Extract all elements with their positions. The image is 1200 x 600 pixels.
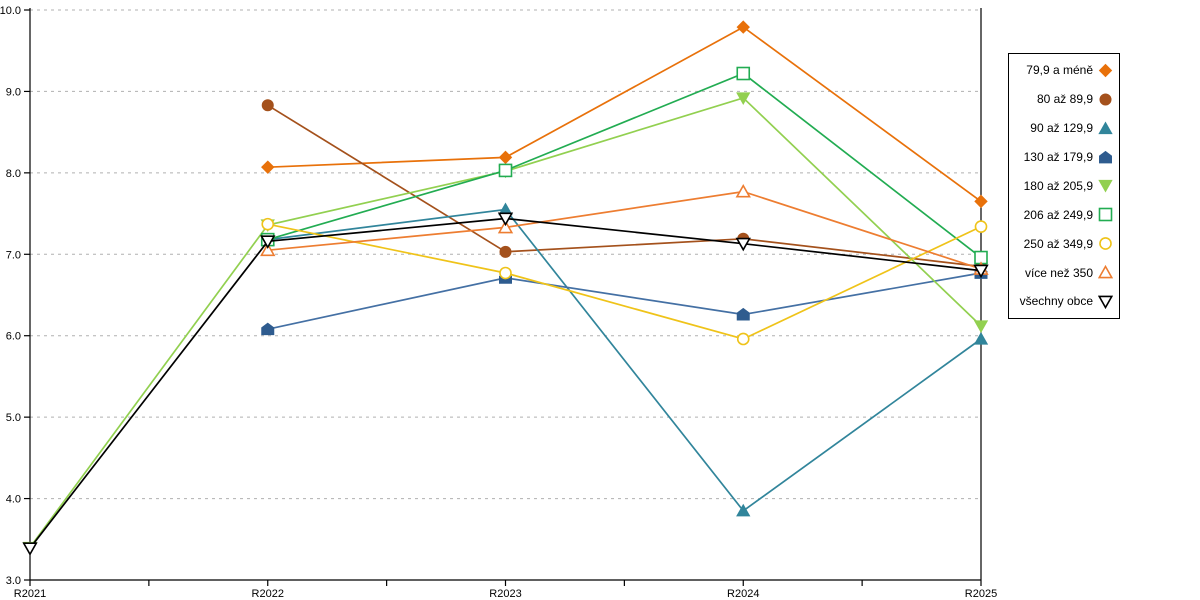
legend-label: 80 až 89,9 [1036, 92, 1093, 107]
series-line [267, 26, 982, 203]
square-marker [1098, 208, 1113, 222]
diamond-marker [261, 160, 275, 174]
y-axis-label: 6.0 [6, 331, 21, 343]
legend-item: více než 350 [1013, 260, 1113, 286]
square-marker [736, 66, 751, 81]
legend-label: 180 až 205,9 [1023, 178, 1093, 193]
x-axis-label: R2025 [965, 588, 997, 600]
legend-label: 206 až 249,9 [1023, 207, 1093, 222]
diamond-marker [974, 194, 988, 209]
series-8 [260, 183, 989, 275]
triangle-down-marker [736, 92, 751, 105]
circle-marker [974, 220, 988, 233]
legend: 79,9 a méně 80 až 89,9 90 až 129,9 130 až 1… [1008, 53, 1120, 319]
x-axis-label: R2021 [14, 588, 46, 600]
series-1 [261, 20, 988, 209]
y-axis-label: 10.0 [0, 5, 21, 17]
triangle-down-marker [497, 212, 514, 227]
series-line [267, 272, 982, 331]
legend-item: 180 až 205,9 [1013, 173, 1113, 199]
circle-marker [499, 245, 512, 258]
legend-item: 90 až 129,9 [1013, 115, 1113, 141]
circle-marker [261, 99, 274, 112]
series-4 [261, 266, 988, 336]
triangle-up-marker [260, 242, 276, 257]
diamond-marker [736, 20, 750, 34]
legend-label: všechny obce [1019, 294, 1093, 309]
legend-item: 206 až 249,9 [1013, 202, 1113, 228]
diamond-marker [498, 150, 513, 165]
pentagon-marker [261, 322, 275, 336]
circle-marker [1099, 93, 1112, 106]
y-axis-label: 9.0 [6, 86, 21, 98]
triangle-up-marker [735, 183, 751, 198]
series-line [267, 190, 982, 270]
y-axis-label: 5.0 [6, 412, 21, 424]
series-line [267, 208, 982, 512]
x-axis-label: R2024 [727, 588, 759, 600]
legend-item: 130 až 179,9 [1013, 144, 1113, 170]
legend-label: 90 až 129,9 [1030, 121, 1093, 136]
legend-marker [1099, 237, 1112, 251]
triangle-down-marker [1098, 295, 1113, 309]
triangle-down-marker [735, 237, 751, 252]
triangle-down-marker [973, 264, 989, 279]
y-axis-label: 7.0 [6, 249, 21, 261]
triangle-down-marker [1098, 180, 1113, 193]
legend-marker [1098, 295, 1113, 309]
series-6 [260, 66, 988, 265]
y-axis-label: 3.0 [6, 575, 21, 587]
series-3 [260, 202, 989, 517]
series-line [267, 104, 982, 268]
triangle-up-marker [973, 331, 989, 345]
y-axis-label: 8.0 [6, 168, 21, 180]
circle-marker [499, 266, 512, 280]
legend-marker [1099, 150, 1112, 163]
circle-marker [736, 332, 750, 346]
legend-marker [1098, 265, 1113, 279]
circle-marker [1099, 237, 1112, 251]
legend-marker [1099, 93, 1112, 106]
legend-item: 79,9 a méně [1013, 57, 1113, 83]
circle-marker [261, 217, 275, 231]
x-axis-label: R2023 [489, 588, 521, 600]
legend-label: více než 350 [1024, 265, 1093, 280]
legend-item: 80 až 89,9 [1013, 86, 1113, 112]
triangle-down-marker [973, 320, 989, 333]
x-axis-label: R2022 [252, 588, 284, 600]
series-line [267, 223, 982, 340]
legend-marker [1098, 63, 1113, 78]
y-axis-label: 4.0 [6, 494, 21, 506]
triangle-down-marker [22, 542, 38, 556]
pentagon-marker [736, 307, 750, 321]
triangle-up-marker [497, 219, 514, 234]
legend-label: 130 až 179,9 [1023, 150, 1093, 165]
diamond-marker [1098, 63, 1113, 78]
legend-marker [1098, 121, 1113, 134]
legend-item: 250 až 349,9 [1013, 231, 1113, 257]
triangle-down-marker [260, 235, 276, 249]
series-9 [22, 212, 989, 556]
legend-label: 250 až 349,9 [1023, 236, 1093, 251]
triangle-up-marker [1098, 121, 1113, 134]
legend-marker [1098, 208, 1113, 222]
triangle-up-marker [736, 503, 751, 517]
series-line [267, 72, 982, 259]
legend-label: 79,9 a méně [1026, 63, 1093, 78]
legend-marker [1098, 180, 1113, 193]
triangle-up-marker [1098, 265, 1113, 279]
square-marker [498, 163, 513, 178]
series-7 [261, 217, 988, 346]
pentagon-marker [1099, 150, 1112, 163]
legend-item: všechny obce [1013, 288, 1113, 314]
